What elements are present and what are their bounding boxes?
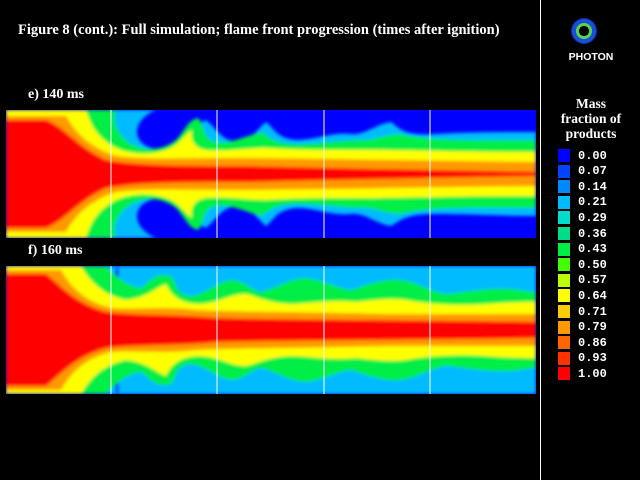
legend-value: 1.00 [578,366,607,381]
flame-panel-e [6,110,536,238]
legend-value: 0.64 [578,288,607,303]
legend-value: 0.57 [578,273,607,288]
legend-swatch [558,164,570,178]
legend-value: 0.29 [578,210,607,225]
legend-value: 0.71 [578,304,607,319]
legend-swatch [558,258,570,272]
legend-swatch [558,180,570,194]
legend-row: 1.00 [558,366,607,381]
legend-row: 0.29 [558,210,607,225]
legend-row: 0.00 [558,148,607,163]
legend-swatch [558,336,570,350]
legend-row: 0.21 [558,195,607,210]
photon-logo-icon [571,18,597,44]
legend-value: 0.14 [578,179,607,194]
legend-row: 0.07 [558,164,607,179]
panel-label-f: f) 160 ms [28,243,83,258]
legend-row: 0.43 [558,242,607,257]
legend-row: 0.14 [558,179,607,194]
legend-value: 0.79 [578,320,607,335]
legend-row: 0.36 [558,226,607,241]
legend-swatch [558,305,570,318]
legend-row: 0.64 [558,288,607,303]
flame-panel-f [6,266,536,394]
legend-swatch [558,149,570,162]
figure-area: Figure 8 (cont.): Full simulation; flame… [6,22,536,394]
legend-swatch [558,242,570,256]
legend-title-line: products [565,126,617,141]
panel-label-e: e) 140 ms [28,87,84,102]
legend-value: 0.50 [578,257,607,272]
legend-value: 0.36 [578,226,607,241]
legend-title: Mass fraction of products [541,96,640,141]
legend-row: 0.50 [558,257,607,272]
legend-title-line: fraction of [560,111,622,126]
baffle-lines [110,266,431,394]
legend-row: 0.57 [558,273,607,288]
legend-swatch [558,351,570,365]
legend-swatch [558,195,570,209]
legend-value: 0.00 [578,148,607,163]
sidebar: PHOTON Mass fraction of products 0.00 0.0… [540,0,640,480]
legend-swatch [558,227,570,240]
legend-swatch [558,273,570,287]
figure-title: Figure 8 (cont.): Full simulation; flame… [18,22,500,38]
legend-row: 0.86 [558,335,607,350]
legend-value: 0.07 [578,164,607,179]
legend-swatch [558,320,570,334]
legend-value: 0.93 [578,351,607,366]
legend-swatch [558,211,570,225]
legend-title-line: Mass [576,96,606,111]
legend-swatch [558,289,570,303]
legend-value: 0.21 [578,195,607,210]
legend-value: 0.86 [578,335,607,350]
legend-row: 0.93 [558,351,607,366]
logo-text: PHOTON [568,51,614,63]
legend-row: 0.71 [558,304,607,319]
legend-row: 0.79 [558,320,607,335]
flame-contours [6,110,536,238]
flame-contours [6,266,536,394]
baffle-lines [110,110,431,238]
legend-swatch [558,367,570,381]
legend-value: 0.43 [578,242,607,257]
